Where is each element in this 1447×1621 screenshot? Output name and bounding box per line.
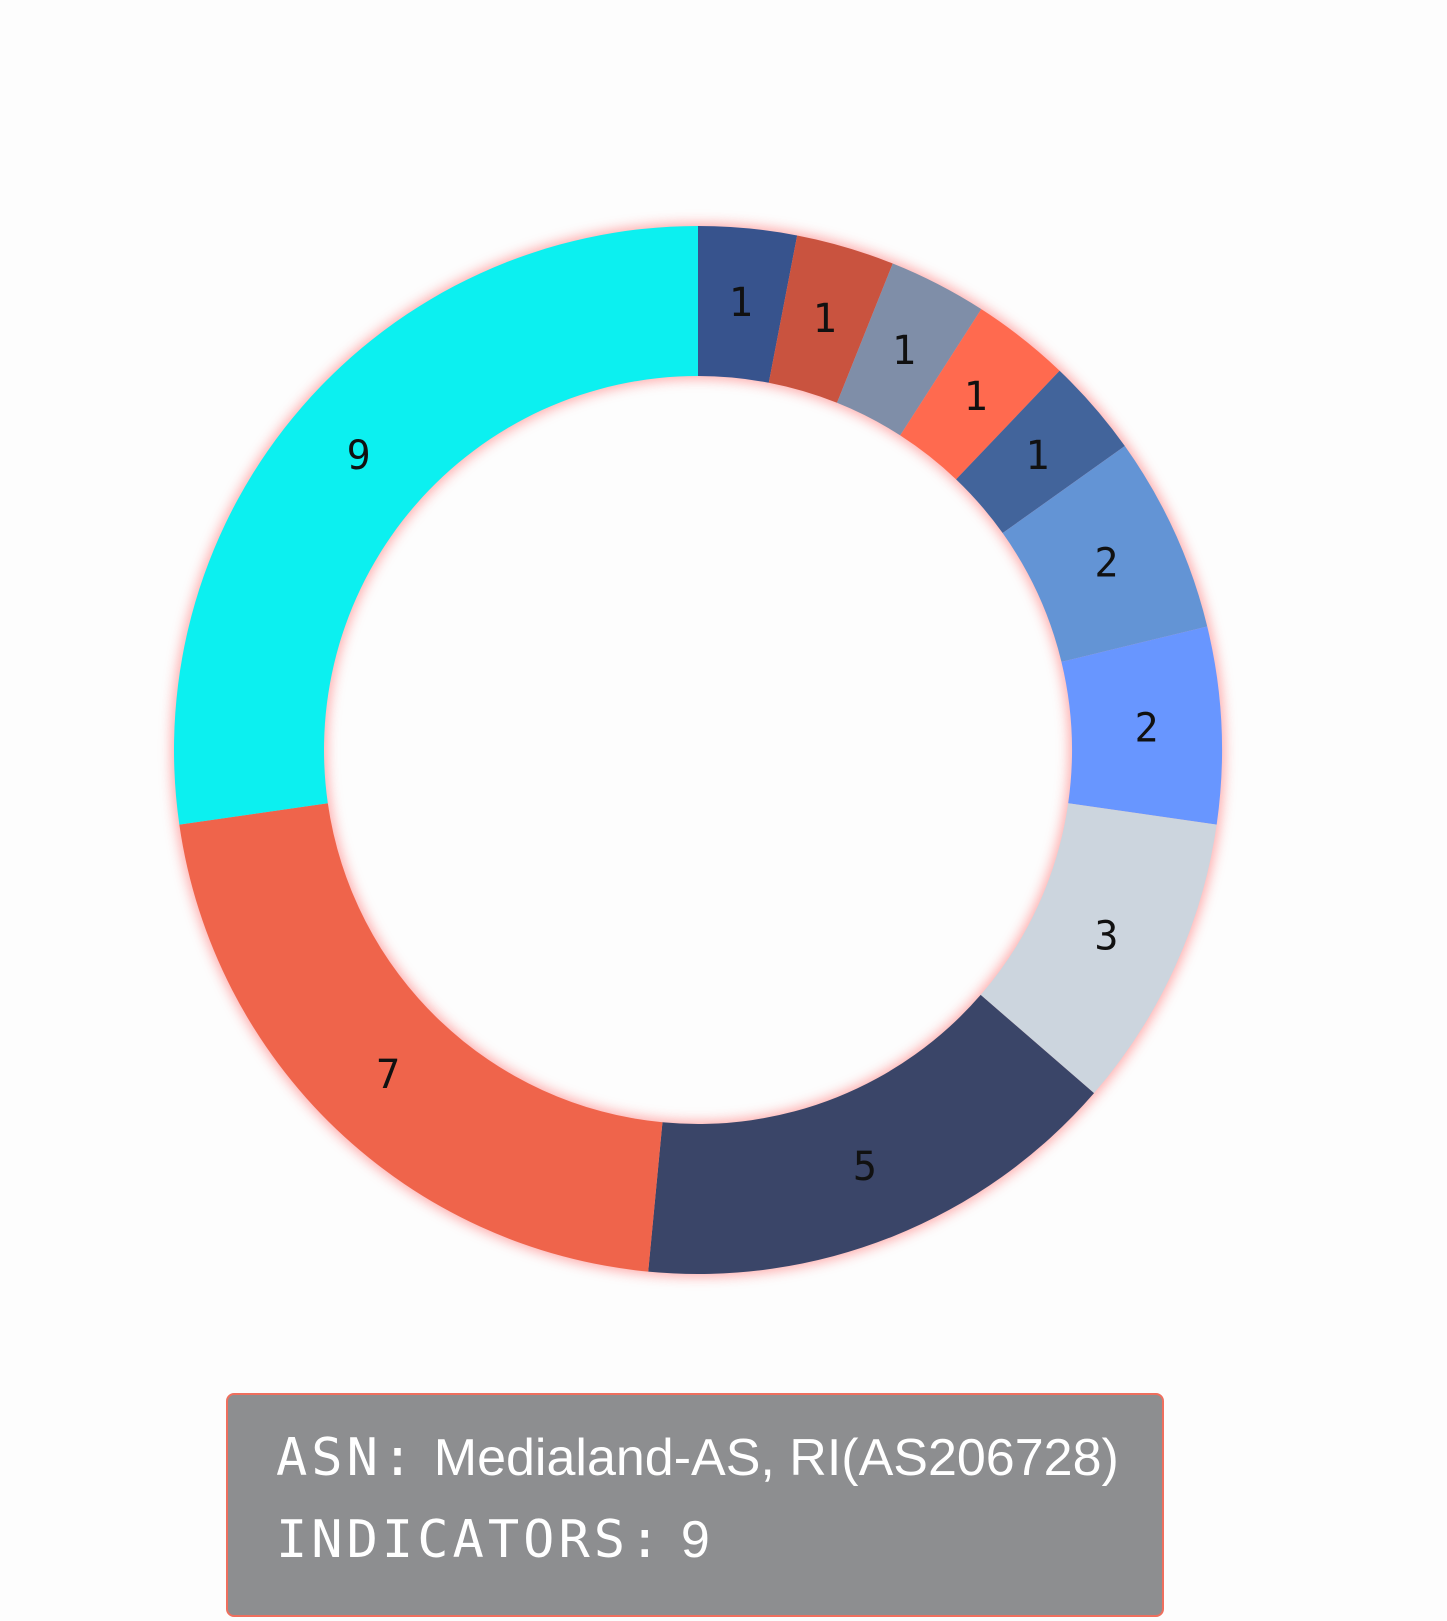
slice-value-label: 5 bbox=[853, 1144, 877, 1190]
donut-slice[interactable] bbox=[980, 803, 1217, 1094]
slice-value-label: 3 bbox=[1094, 914, 1118, 960]
donut-slice[interactable] bbox=[1061, 626, 1222, 825]
donut-slice[interactable] bbox=[1002, 446, 1208, 662]
slice-value-label: 1 bbox=[812, 296, 836, 342]
chart-slices bbox=[173, 226, 1222, 1274]
slice-value-label: 1 bbox=[729, 280, 753, 326]
donut-slice[interactable] bbox=[768, 235, 893, 403]
chart-highlight-glow bbox=[171, 223, 1226, 1277]
donut-slice[interactable] bbox=[698, 226, 798, 383]
donut-slice[interactable] bbox=[179, 803, 663, 1272]
slice-value-label: 1 bbox=[1025, 433, 1049, 479]
donut-slice[interactable] bbox=[900, 309, 1060, 480]
donut-slice[interactable] bbox=[837, 263, 982, 436]
donut-slice[interactable] bbox=[956, 370, 1125, 534]
tooltip-asn-row: ASN: Medialand-AS, RI(AS206728) bbox=[276, 1417, 1162, 1499]
tooltip-indicators-key: INDICATORS: bbox=[276, 1510, 665, 1570]
tooltip-asn-value: Medialand-AS, RI(AS206728) bbox=[433, 1429, 1119, 1487]
slice-value-label: 9 bbox=[347, 433, 371, 479]
tooltip-indicators-value: 9 bbox=[680, 1511, 710, 1569]
highlight-glow-ring bbox=[171, 223, 1226, 1277]
slice-value-label: 2 bbox=[1134, 706, 1158, 752]
chart-tooltip: ASN: Medialand-AS, RI(AS206728) INDICATO… bbox=[226, 1393, 1164, 1617]
donut-slice[interactable] bbox=[648, 994, 1095, 1274]
slice-value-label: 2 bbox=[1094, 540, 1118, 586]
tooltip-asn-key: ASN: bbox=[276, 1428, 418, 1488]
slice-value-label: 7 bbox=[376, 1052, 400, 1098]
donut-slice[interactable] bbox=[173, 226, 698, 825]
slice-value-label: 1 bbox=[892, 328, 916, 374]
tooltip-indicators-row: INDICATORS: 9 bbox=[276, 1499, 1162, 1581]
slice-value-label: 1 bbox=[964, 374, 988, 420]
